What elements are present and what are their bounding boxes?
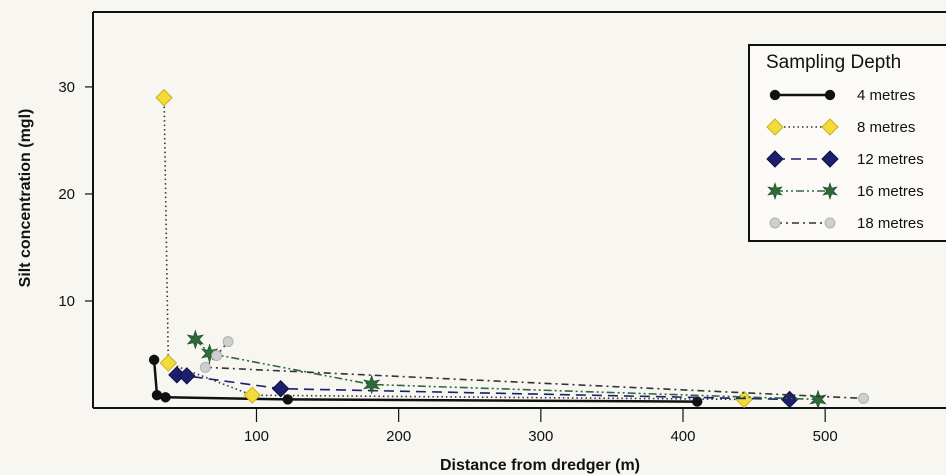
x-axis-title: Distance from dredger (m): [440, 457, 640, 474]
legend-label: 16 metres: [857, 183, 924, 200]
data-point: [159, 354, 178, 372]
legend-marker: [769, 217, 781, 229]
data-point: [363, 374, 381, 395]
data-point: [780, 390, 799, 409]
legend-marker: [824, 89, 836, 101]
data-point: [155, 88, 173, 107]
legend-marker: [821, 118, 839, 136]
data-point: [243, 386, 261, 404]
y-tick-label: 30: [58, 79, 75, 96]
data-point: [200, 343, 219, 364]
data-point: [160, 392, 171, 403]
legend-item: 8 metres: [766, 118, 915, 136]
data-point: [809, 389, 827, 410]
legend-label: 4 metres: [857, 87, 915, 104]
legend: Sampling Depth 4 metres 8 metres 12 metres…: [748, 44, 946, 242]
legend-marker: [766, 150, 784, 168]
x-tick-label: 400: [670, 428, 695, 445]
x-tick-label: 500: [813, 428, 838, 445]
legend-marker: [769, 89, 781, 101]
data-point: [858, 392, 870, 404]
data-point: [211, 350, 223, 362]
tick-labels: 100 200 300 400 500 10 20 30: [58, 79, 837, 445]
legend-label: 12 metres: [857, 151, 924, 168]
series-line: [163, 97, 745, 401]
data-point: [151, 389, 163, 401]
series-1: [148, 354, 703, 407]
data-point: [271, 380, 290, 398]
x-tick-label: 200: [386, 428, 411, 445]
data-point: [282, 394, 293, 405]
legend-title: Sampling Depth: [766, 52, 901, 73]
legend-label: 18 metres: [857, 215, 924, 232]
data-point: [735, 390, 753, 409]
legend-marker: [824, 217, 836, 229]
series-line: [194, 338, 819, 401]
series-line: [203, 341, 864, 400]
data-point: [186, 329, 204, 350]
legend-items: 4 metres 8 metres 12 metres 16 metres 18 met…: [766, 87, 924, 232]
legend-item: 18 metres: [769, 215, 924, 232]
series-layer: [148, 88, 870, 410]
series-5: [199, 336, 870, 404]
data-point: [178, 367, 196, 385]
data-point: [199, 361, 211, 373]
data-point: [222, 336, 234, 348]
axes: [85, 11, 946, 422]
legend-item: 16 metres: [767, 182, 924, 200]
legend-marker: [821, 150, 839, 168]
data-point: [148, 354, 160, 366]
y-axis-title: Silt concentration (mgl): [17, 109, 34, 288]
legend-marker: [767, 182, 783, 200]
y-tick-label: 10: [58, 293, 75, 310]
legend-marker: [822, 182, 838, 200]
legend-label: 8 metres: [857, 119, 915, 136]
x-tick-label: 100: [244, 428, 269, 445]
series-4: [186, 329, 827, 410]
legend-marker: [766, 118, 784, 136]
x-tick-label: 300: [528, 428, 553, 445]
legend-item: 12 metres: [766, 150, 924, 168]
legend-box: [748, 44, 946, 242]
series-2: [155, 88, 753, 409]
y-tick-label: 20: [58, 186, 75, 203]
legend-item: 4 metres: [769, 87, 915, 104]
